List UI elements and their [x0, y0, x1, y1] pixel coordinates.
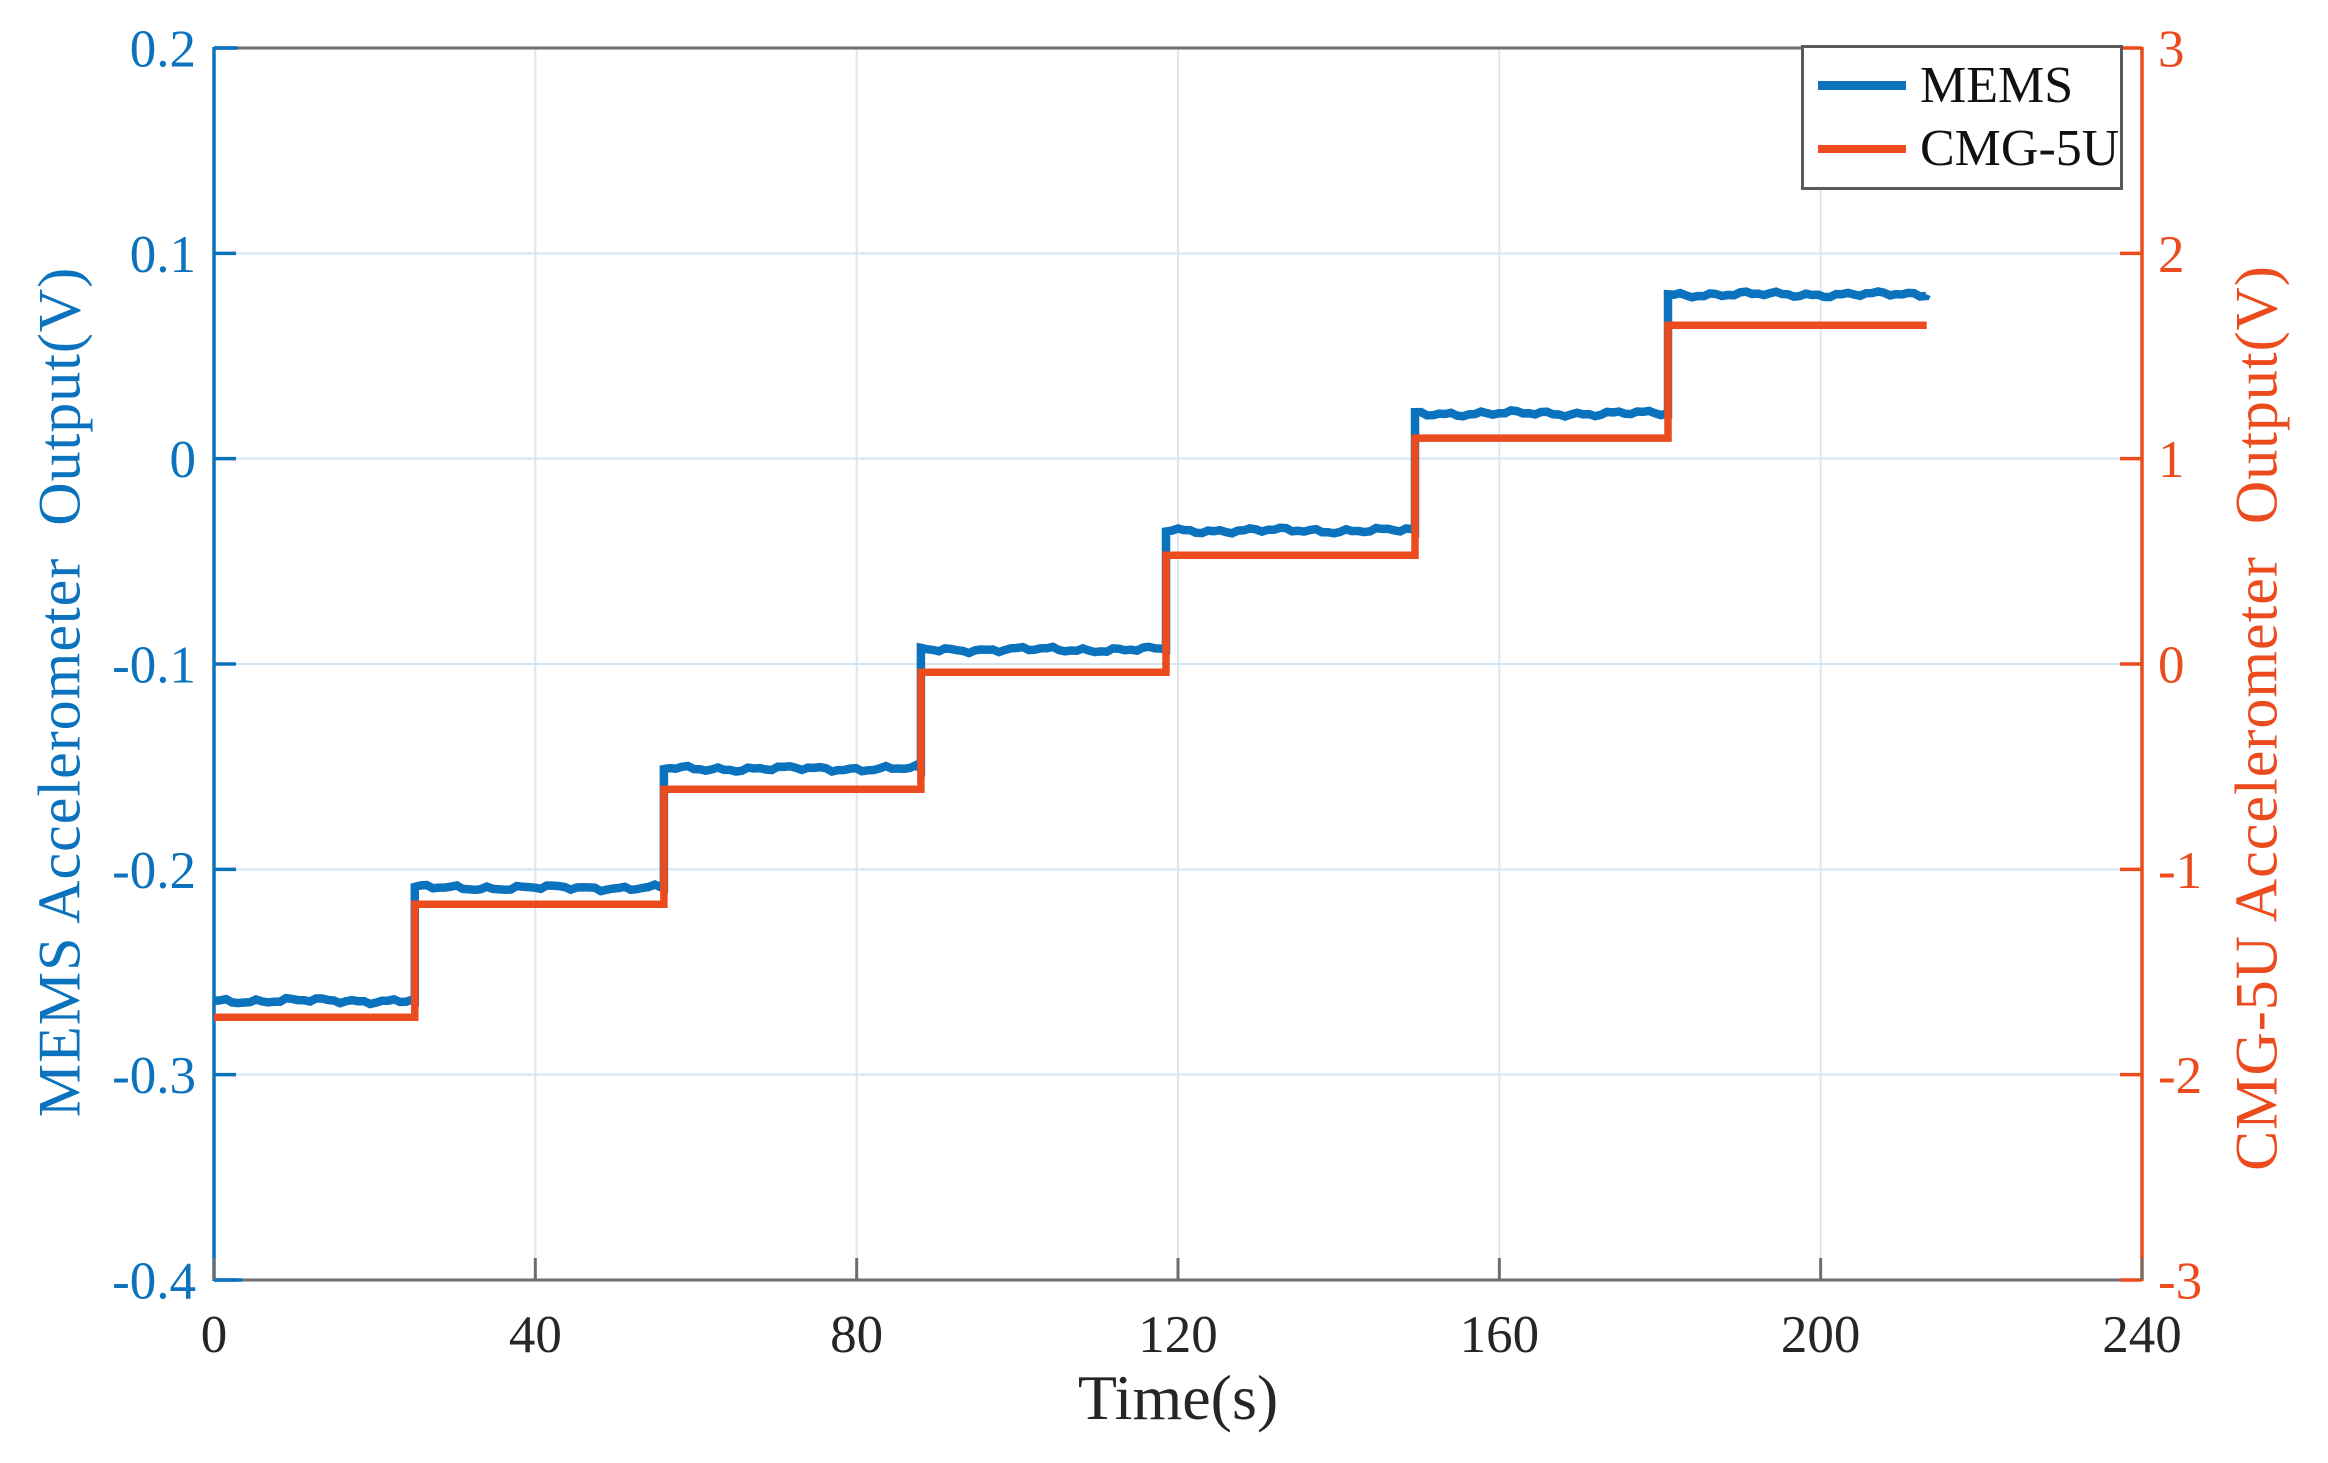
left-tick-label: -0.2	[112, 842, 196, 900]
x-tick-label: 80	[830, 1306, 883, 1364]
right-tick-label: -3	[2158, 1253, 2202, 1311]
left-tick-label: 0	[170, 431, 197, 489]
mems-series-line	[213, 287, 1931, 1009]
right-tick-label: 3	[2158, 21, 2185, 79]
x-tick-label: 0	[201, 1306, 228, 1364]
left-y-axis-title: MEMS Accelerometer Output(V)	[26, 266, 93, 1118]
left-tick-label: -0.3	[112, 1047, 196, 1105]
right-tick-label: 2	[2158, 226, 2185, 284]
right-tick-label: 1	[2158, 431, 2185, 489]
right-tick-label: -2	[2158, 1047, 2202, 1105]
x-tick-label: 200	[1781, 1306, 1861, 1364]
legend-item-mems: MEMS	[1818, 56, 2120, 114]
mems-line-sample	[1818, 81, 1906, 91]
legend: MEMS CMG-5U	[1801, 45, 2123, 190]
right-y-axis-title: CMG-5U Accelerometer Output(V)	[2223, 265, 2290, 1171]
right-tick-label: 0	[2158, 637, 2185, 695]
x-axis-title: Time(s)	[1077, 1362, 1279, 1433]
legend-label-cmg5u: CMG-5U	[1920, 120, 2120, 178]
x-tick-label: 120	[1138, 1306, 1218, 1364]
legend-item-cmg5u: CMG-5U	[1818, 123, 2120, 175]
x-tick-label: 160	[1460, 1306, 1540, 1364]
legend-label-mems: MEMS	[1920, 56, 2074, 114]
cmg5u-series-line	[214, 321, 1927, 1021]
x-tick-label: 240	[2102, 1306, 2182, 1364]
right-tick-label: -1	[2158, 842, 2202, 900]
cmg5u-line-sample	[1818, 145, 1906, 154]
x-tick-label: 40	[509, 1306, 562, 1364]
left-tick-label: -0.4	[112, 1253, 196, 1311]
left-tick-label: 0.1	[130, 226, 196, 284]
left-tick-label: -0.1	[112, 637, 196, 695]
left-tick-label: 0.2	[130, 21, 196, 79]
